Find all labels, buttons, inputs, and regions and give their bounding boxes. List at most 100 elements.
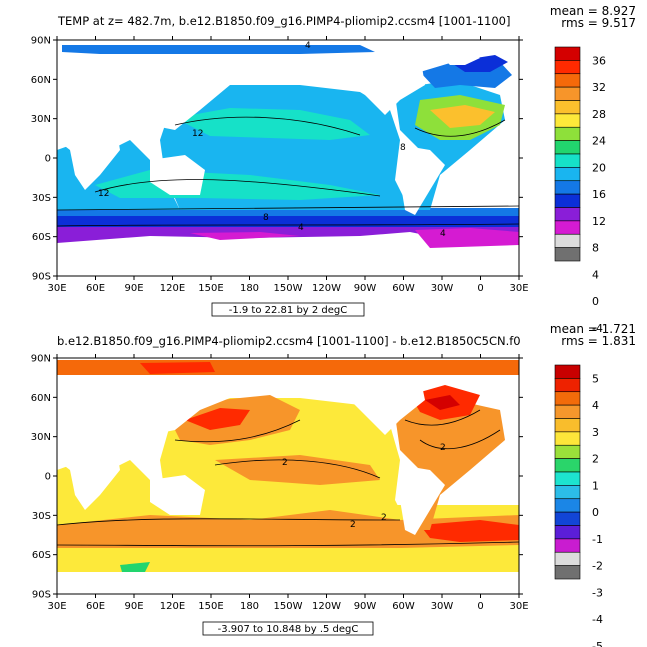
panel-2-north-america [330, 376, 425, 435]
panel-1-contour-label: 4 [298, 223, 304, 233]
panel-1-range-label: -1.9 to 22.81 by 2 degC [229, 305, 348, 316]
panel-1-colorbar-label: 4 [592, 268, 599, 281]
panel-2-colorbar-swatch [554, 418, 581, 433]
panel-1-colorbar-swatch [554, 180, 581, 195]
panel-2-colorbar-label: 3 [592, 426, 599, 439]
panel-1-title: TEMP at z= 482.7m, b.e12.B1850.f09_g16.P… [57, 14, 510, 28]
panel-1-colorbar-swatch [554, 113, 581, 128]
panel-1-lon-tick-label: 60E [86, 283, 105, 294]
panel-1-lon-tick-label: 180 [240, 283, 259, 294]
panel-1-colorbar-swatch [554, 167, 581, 182]
panel-2-lon-tick-label: 60E [86, 601, 105, 612]
panel-1-contour-labels: 12 12 8 8 4 4 4 [98, 41, 446, 239]
panel-2-colorbar-label: -3 [592, 586, 603, 599]
panel-2-range-box [202, 621, 374, 636]
panel-2-lat-tick-label: 30S [32, 511, 51, 522]
panel-1-band-south [57, 215, 519, 227]
panel-1-colorbar-swatch [554, 233, 581, 248]
panel-2-colorbar-swatch [554, 404, 581, 419]
panel-2-colorbar-swatch [554, 511, 581, 526]
panel-2-arctic [57, 360, 519, 375]
panel-1-rms: rms = 9.517 [561, 16, 636, 30]
panel-1-map: 12 12 8 8 4 4 4 [57, 40, 519, 276]
panel-1: TEMP at z= 482.7m, b.e12.B1850.f09_g16.P… [31, 4, 636, 335]
panel-1-colorbar: 36 32 28 24 20 16 12 8 4 0 -4 [554, 46, 606, 335]
panel-1-mean: mean = 8.927 [550, 4, 636, 18]
panel-1-ross [190, 232, 300, 240]
panel-2-colorbar-swatch [554, 364, 581, 379]
panel-2-colorbar-swatch [554, 391, 581, 406]
panel-2-lon-tick-label: 60W [392, 601, 415, 612]
panel-2-africa [57, 420, 120, 510]
panel-1-lat-tick-label: 90S [32, 272, 51, 283]
panel-1-lon-tick-label: 90W [354, 283, 377, 294]
panel-2-contour-labels: 2 2 2 2 [282, 443, 446, 530]
panel-1-contour-12-north [174, 116, 361, 136]
panel-2-colorbar-swatch [554, 551, 581, 566]
panel-1-greenland [440, 52, 480, 65]
panel-2-lat-tick-label: 30N [31, 432, 51, 443]
panel-1-colorbar-swatch [554, 153, 581, 168]
panel-1-lon-tick-label: 0 [477, 283, 483, 294]
panel-2-colorbar-swatch [554, 538, 581, 553]
panel-1-colorbar-swatch [554, 86, 581, 101]
panel-2-rms: rms = 1.831 [561, 334, 636, 348]
panel-1-colorbar-label: 28 [592, 108, 606, 121]
panel-1-contours [57, 116, 519, 227]
panel-1-colorbar-label: 0 [592, 295, 599, 308]
panel-1-band-south2 [57, 208, 519, 216]
panel-1-colorbar-label: 16 [592, 188, 606, 201]
panel-1-contour-atlantic [414, 119, 506, 137]
panel-2-colorbar-swatch [554, 525, 581, 540]
panel-1-lon-tick-label: 90E [124, 283, 143, 294]
panel-1-colorbar-swatch [554, 100, 581, 115]
panel-1-lat-tick-label: 60S [32, 232, 51, 243]
panel-2-lat-tick-label: 0 [45, 472, 51, 483]
panel-2-colorbar-swatch [554, 458, 581, 473]
panel-2-contour-atlantic-2 [419, 429, 501, 450]
panel-2-colorbar: 5 4 3 2 1 0 -1 -2 -3 -4 -5 [554, 364, 603, 647]
panel-2-colorbar-label: 0 [592, 506, 599, 519]
panel-1-antarctic [57, 232, 519, 276]
panel-1-asia [57, 55, 340, 130]
panel-2-lon-tick-label: 180 [240, 601, 259, 612]
panel-2-contour-atlantic [404, 409, 481, 426]
panel-2-south-orange [57, 510, 519, 548]
panel-1-colorbar-label: 20 [592, 161, 606, 174]
panel-1-lat-tick-label: 60N [31, 75, 51, 86]
panel-2-contour-south [57, 518, 401, 526]
panel-1-contour-label: 4 [440, 229, 446, 239]
panel-2-colorbar-swatch [554, 498, 581, 513]
panel-2-north-atlantic-core [425, 395, 460, 410]
panel-2-lon-tick-label: 150W [274, 601, 303, 612]
panel-2-contour-label: 2 [381, 513, 387, 523]
panel-1-contour-label: 8 [263, 213, 269, 223]
panel-1-contour-label: 12 [98, 189, 109, 199]
panel-2-contour-tropics [214, 459, 381, 479]
panel-2-mean: mean = 1.721 [550, 322, 636, 336]
panel-1-lat-tick-label: 30N [31, 114, 51, 125]
panel-1-lon-tick-label: 30E [509, 283, 528, 294]
panel-1-colorbar-swatch [554, 126, 581, 141]
panel-2-contour-label: 2 [282, 458, 288, 468]
panel-2-lat-tick-label: 90S [32, 590, 51, 601]
panel-2-arctic-red [140, 362, 215, 374]
panel-2-colorbar-swatch [554, 378, 581, 393]
panel-2-map: 2 2 2 2 [57, 358, 519, 594]
panel-2-lon-tick-label: 90W [354, 601, 377, 612]
panel-2-asia [57, 376, 330, 435]
panel-2-lon-tick-label: 30E [509, 601, 528, 612]
panel-2-lon-tick-label: 90E [124, 601, 143, 612]
panel-1-colorbar-swatch [554, 140, 581, 155]
panel-2-lon-ticks: 30E 60E 90E 120E 150E 180 150W 120W 90W 60W 30W 0 30… [47, 354, 529, 612]
panel-1-colorbar-swatch [554, 220, 581, 235]
panel-1-colorbar-label: 8 [592, 242, 599, 255]
panel-1-colorbar-swatch [554, 247, 581, 262]
panel-1-lat-tick-label: 90N [31, 36, 51, 47]
panel-2-colorbar-label: 1 [592, 479, 599, 492]
panel-1-africa [57, 100, 120, 190]
panel-2-lon-tick-label: 120E [160, 601, 185, 612]
panel-1-contour-label: 4 [305, 41, 311, 51]
panel-1-lon-tick-label: 120W [312, 283, 341, 294]
